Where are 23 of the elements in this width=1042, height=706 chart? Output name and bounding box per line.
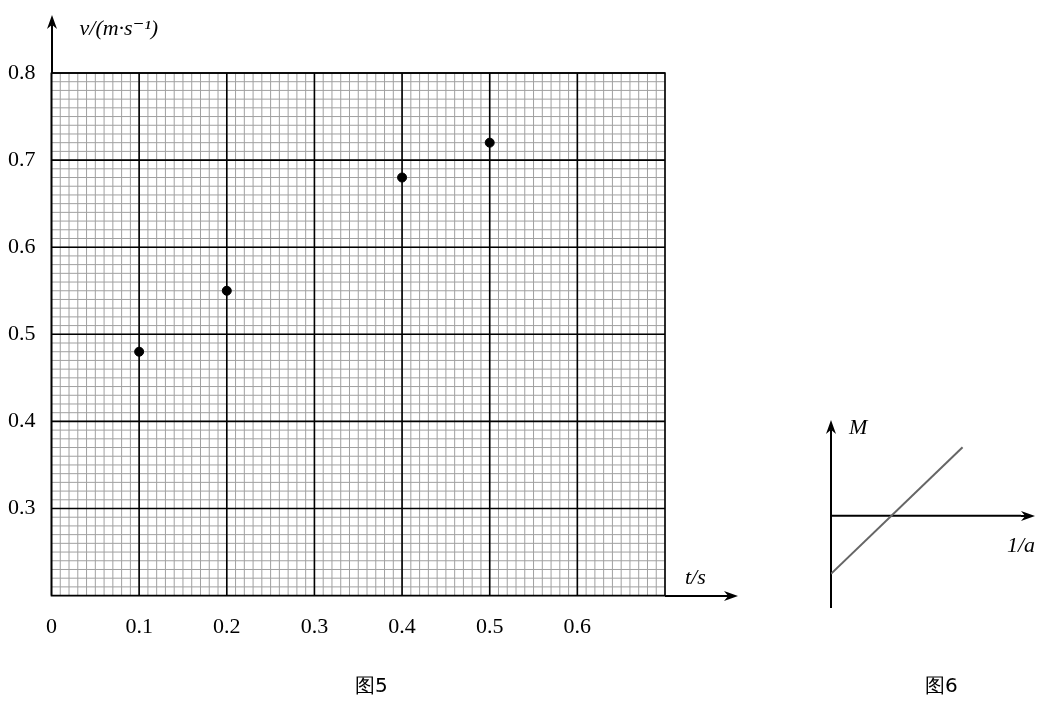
x-tick-label: 0 <box>46 612 57 638</box>
x-tick-label: 0.3 <box>300 612 329 638</box>
x-tick-label: 0.1 <box>125 612 153 638</box>
caption: 图6 <box>925 672 958 699</box>
y-tick-label: 0.6 <box>8 232 36 258</box>
point <box>221 285 232 296</box>
y-tick-label: 0.5 <box>8 320 36 346</box>
x-axis-title: t/s <box>685 563 706 589</box>
y-tick-label: 0.3 <box>8 494 36 520</box>
point <box>134 346 145 357</box>
point <box>397 172 408 183</box>
x-tick-label: 0.4 <box>388 612 416 638</box>
y-tick-label: 0.8 <box>8 58 36 84</box>
x-tick-label: 0.6 <box>563 612 592 638</box>
caption: 图5 <box>355 672 388 699</box>
point <box>484 137 495 148</box>
x-axis-title: 1/a <box>1006 531 1035 557</box>
x-tick-label: 0.2 <box>213 612 241 638</box>
x-tick-label: 0.5 <box>475 612 504 638</box>
y-axis-title: v/(m·s⁻¹) <box>79 15 159 40</box>
y-tick-label: 0.7 <box>8 145 36 171</box>
y-tick-label: 0.4 <box>8 407 36 433</box>
y-axis-title: M <box>848 414 869 439</box>
